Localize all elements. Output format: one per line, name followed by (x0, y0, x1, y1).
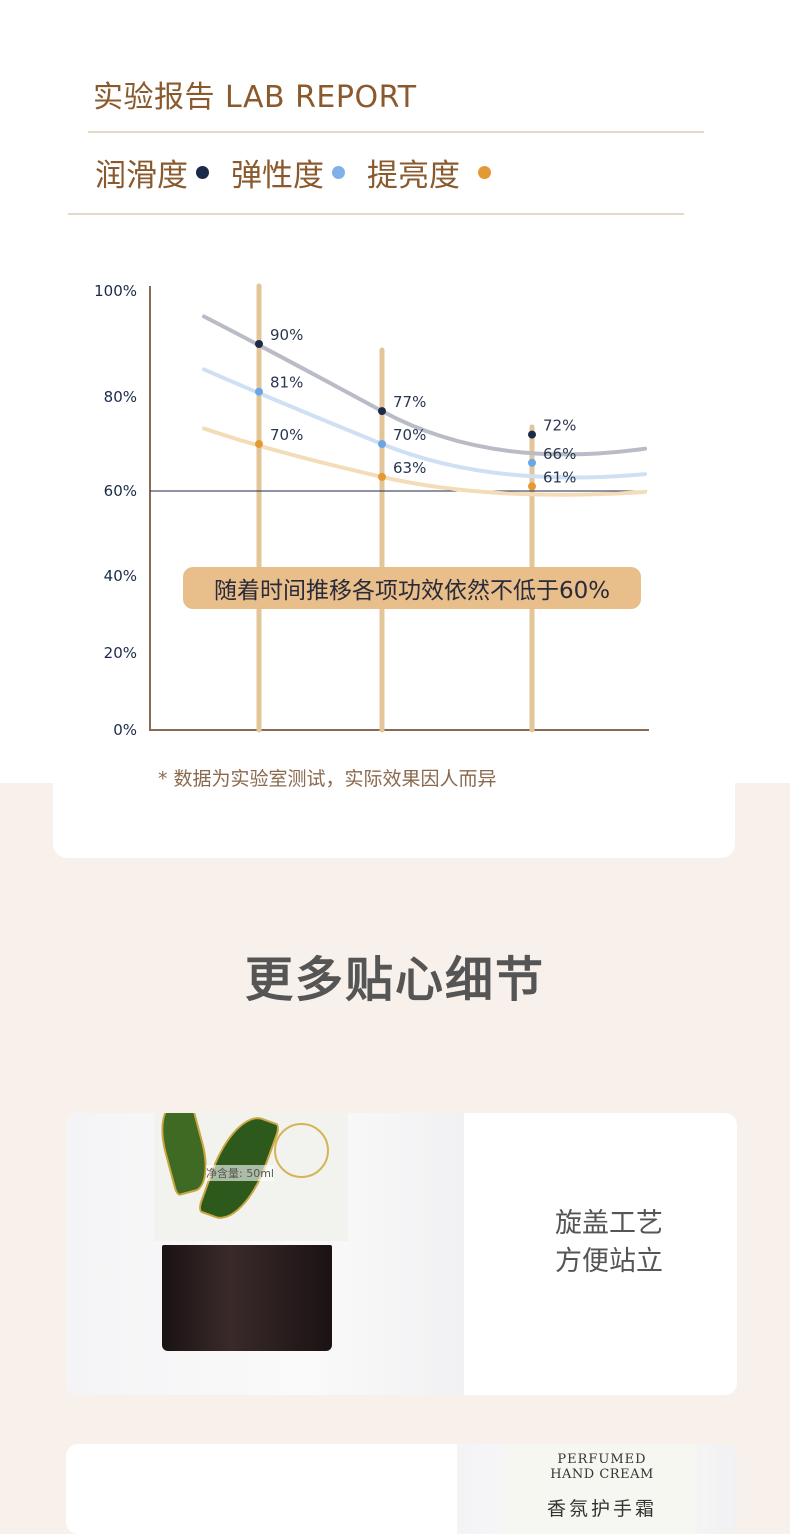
report-background (0, 0, 790, 783)
data-label: 77% (393, 393, 426, 411)
data-point (255, 440, 263, 448)
footnote: * 数据为实验室测试，实际效果因人而异 (158, 768, 497, 790)
data-label: 70% (393, 426, 426, 444)
caption-line: 旋盖工艺 (555, 1208, 663, 1239)
y-tick-label: 100% (94, 282, 137, 300)
black-cap (162, 1245, 332, 1351)
data-label: 72% (543, 417, 576, 435)
tube-text: 香氛护手霜 (546, 1498, 657, 1520)
tube-text: PERFUMED (557, 1452, 647, 1467)
flower-decoration (274, 1123, 329, 1178)
data-point (255, 340, 263, 348)
chart-banner: 随着时间推移各项功效依然不低于60% (183, 567, 641, 609)
product-cap-image: 净含量: 50ml (66, 1113, 464, 1395)
tube-body: 净含量: 50ml (154, 1113, 348, 1241)
legend-dot (196, 166, 209, 179)
data-point (255, 387, 263, 396)
feature-card-tube: PERFUMED HAND CREAM 香氛护手霜 (66, 1444, 737, 1534)
lab-chart: 100% 80% 60% 40% 20% 0% 90% 77% 72% 81% 70% 66% 70% 6… (94, 282, 649, 739)
legend-dot (332, 166, 345, 179)
feature-caption: 旋盖工艺 方便站立 (464, 1205, 737, 1281)
tube-text: HAND CREAM (550, 1467, 654, 1482)
caption-line: 方便站立 (555, 1246, 663, 1277)
divider (88, 131, 704, 133)
legend-label-elasticity: 弹性度 (231, 158, 324, 194)
net-content-label: 净含量: 50ml (206, 1165, 274, 1181)
y-tick-label: 20% (104, 644, 137, 662)
legend-label-smoothness: 润滑度 (95, 158, 188, 194)
section-title: 更多贴心细节 (244, 952, 545, 1008)
chart-legend: 润滑度 弹性度 提亮度 (95, 150, 513, 195)
data-point (378, 440, 386, 448)
data-point (528, 458, 536, 467)
data-point (528, 482, 536, 491)
y-tick-label: 80% (104, 388, 137, 406)
data-label: 66% (543, 445, 576, 463)
product-tube-image: PERFUMED HAND CREAM 香氛护手霜 (457, 1444, 737, 1534)
data-point (528, 430, 536, 439)
legend-dot (478, 166, 491, 179)
tube-label: PERFUMED HAND CREAM 香氛护手霜 (507, 1444, 697, 1534)
data-label: 70% (270, 426, 303, 444)
y-tick-label: 40% (104, 567, 137, 585)
report-title: 实验报告 LAB REPORT (93, 80, 417, 115)
data-label: 61% (543, 468, 576, 486)
data-label: 81% (270, 374, 303, 392)
data-label: 90% (270, 326, 303, 344)
data-point (378, 407, 386, 416)
y-tick-label: 0% (113, 721, 137, 739)
y-tick-label: 60% (104, 482, 137, 500)
feature-card-cap: 净含量: 50ml 旋盖工艺 方便站立 (66, 1113, 737, 1395)
legend-label-brightness: 提亮度 (367, 158, 460, 194)
data-point (378, 472, 386, 481)
divider (68, 213, 684, 215)
report-card (53, 700, 735, 858)
data-label: 63% (393, 459, 426, 477)
